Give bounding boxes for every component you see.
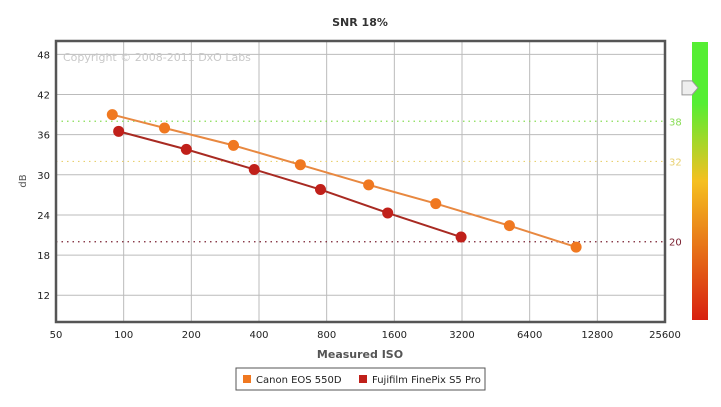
x-tick-label: 3200 xyxy=(449,330,474,341)
y-axis-label: dB xyxy=(18,174,29,187)
reference-label: 38 xyxy=(669,117,682,128)
data-point xyxy=(382,207,394,219)
series-line xyxy=(118,130,462,238)
legend-swatch xyxy=(243,375,251,383)
reference-label: 20 xyxy=(669,238,682,249)
series-line xyxy=(112,113,577,249)
data-point xyxy=(363,179,375,191)
data-point xyxy=(455,231,467,243)
x-tick-label: 12800 xyxy=(581,330,613,341)
legend-swatch xyxy=(359,375,367,383)
chart-title: SNR 18% xyxy=(332,16,388,29)
y-tick-label: 30 xyxy=(37,171,50,182)
color-scale-bar xyxy=(692,42,708,320)
x-tick-label: 800 xyxy=(317,330,336,341)
x-tick-label: 100 xyxy=(114,330,133,341)
x-tick-label: 25600 xyxy=(649,330,681,341)
data-point xyxy=(227,139,239,151)
legend: Canon EOS 550D Fujifilm FinePix S5 Pro xyxy=(235,367,486,391)
watermark: Copyright © 2008-2011 DxO Labs xyxy=(63,51,251,64)
y-tick-label: 36 xyxy=(37,131,50,142)
data-point xyxy=(503,220,515,232)
data-point xyxy=(248,163,260,175)
x-tick-label: 50 xyxy=(50,330,63,341)
y-tick-label: 12 xyxy=(37,291,50,302)
x-tick-label: 200 xyxy=(182,330,201,341)
plot-frame xyxy=(54,39,667,324)
y-tick-label: 48 xyxy=(37,50,50,61)
data-point xyxy=(294,159,306,171)
y-tick-label: 42 xyxy=(37,91,50,102)
reference-label: 32 xyxy=(669,157,682,168)
data-point xyxy=(570,241,582,253)
data-point xyxy=(314,184,326,196)
y-tick-label: 24 xyxy=(37,211,50,222)
data-point xyxy=(430,198,442,210)
data-point xyxy=(159,122,171,134)
x-tick-label: 1600 xyxy=(382,330,407,341)
x-tick-label: 400 xyxy=(249,330,268,341)
legend-label: Fujifilm FinePix S5 Pro xyxy=(372,375,481,386)
data-point xyxy=(113,125,125,137)
threshold-slider-handle[interactable] xyxy=(681,80,699,96)
legend-label: Canon EOS 550D xyxy=(256,375,342,386)
y-tick-label: 18 xyxy=(37,251,50,262)
x-tick-label: 6400 xyxy=(517,330,542,341)
data-point xyxy=(180,143,192,155)
x-axis-label: Measured ISO xyxy=(317,348,403,361)
data-point xyxy=(106,109,118,121)
